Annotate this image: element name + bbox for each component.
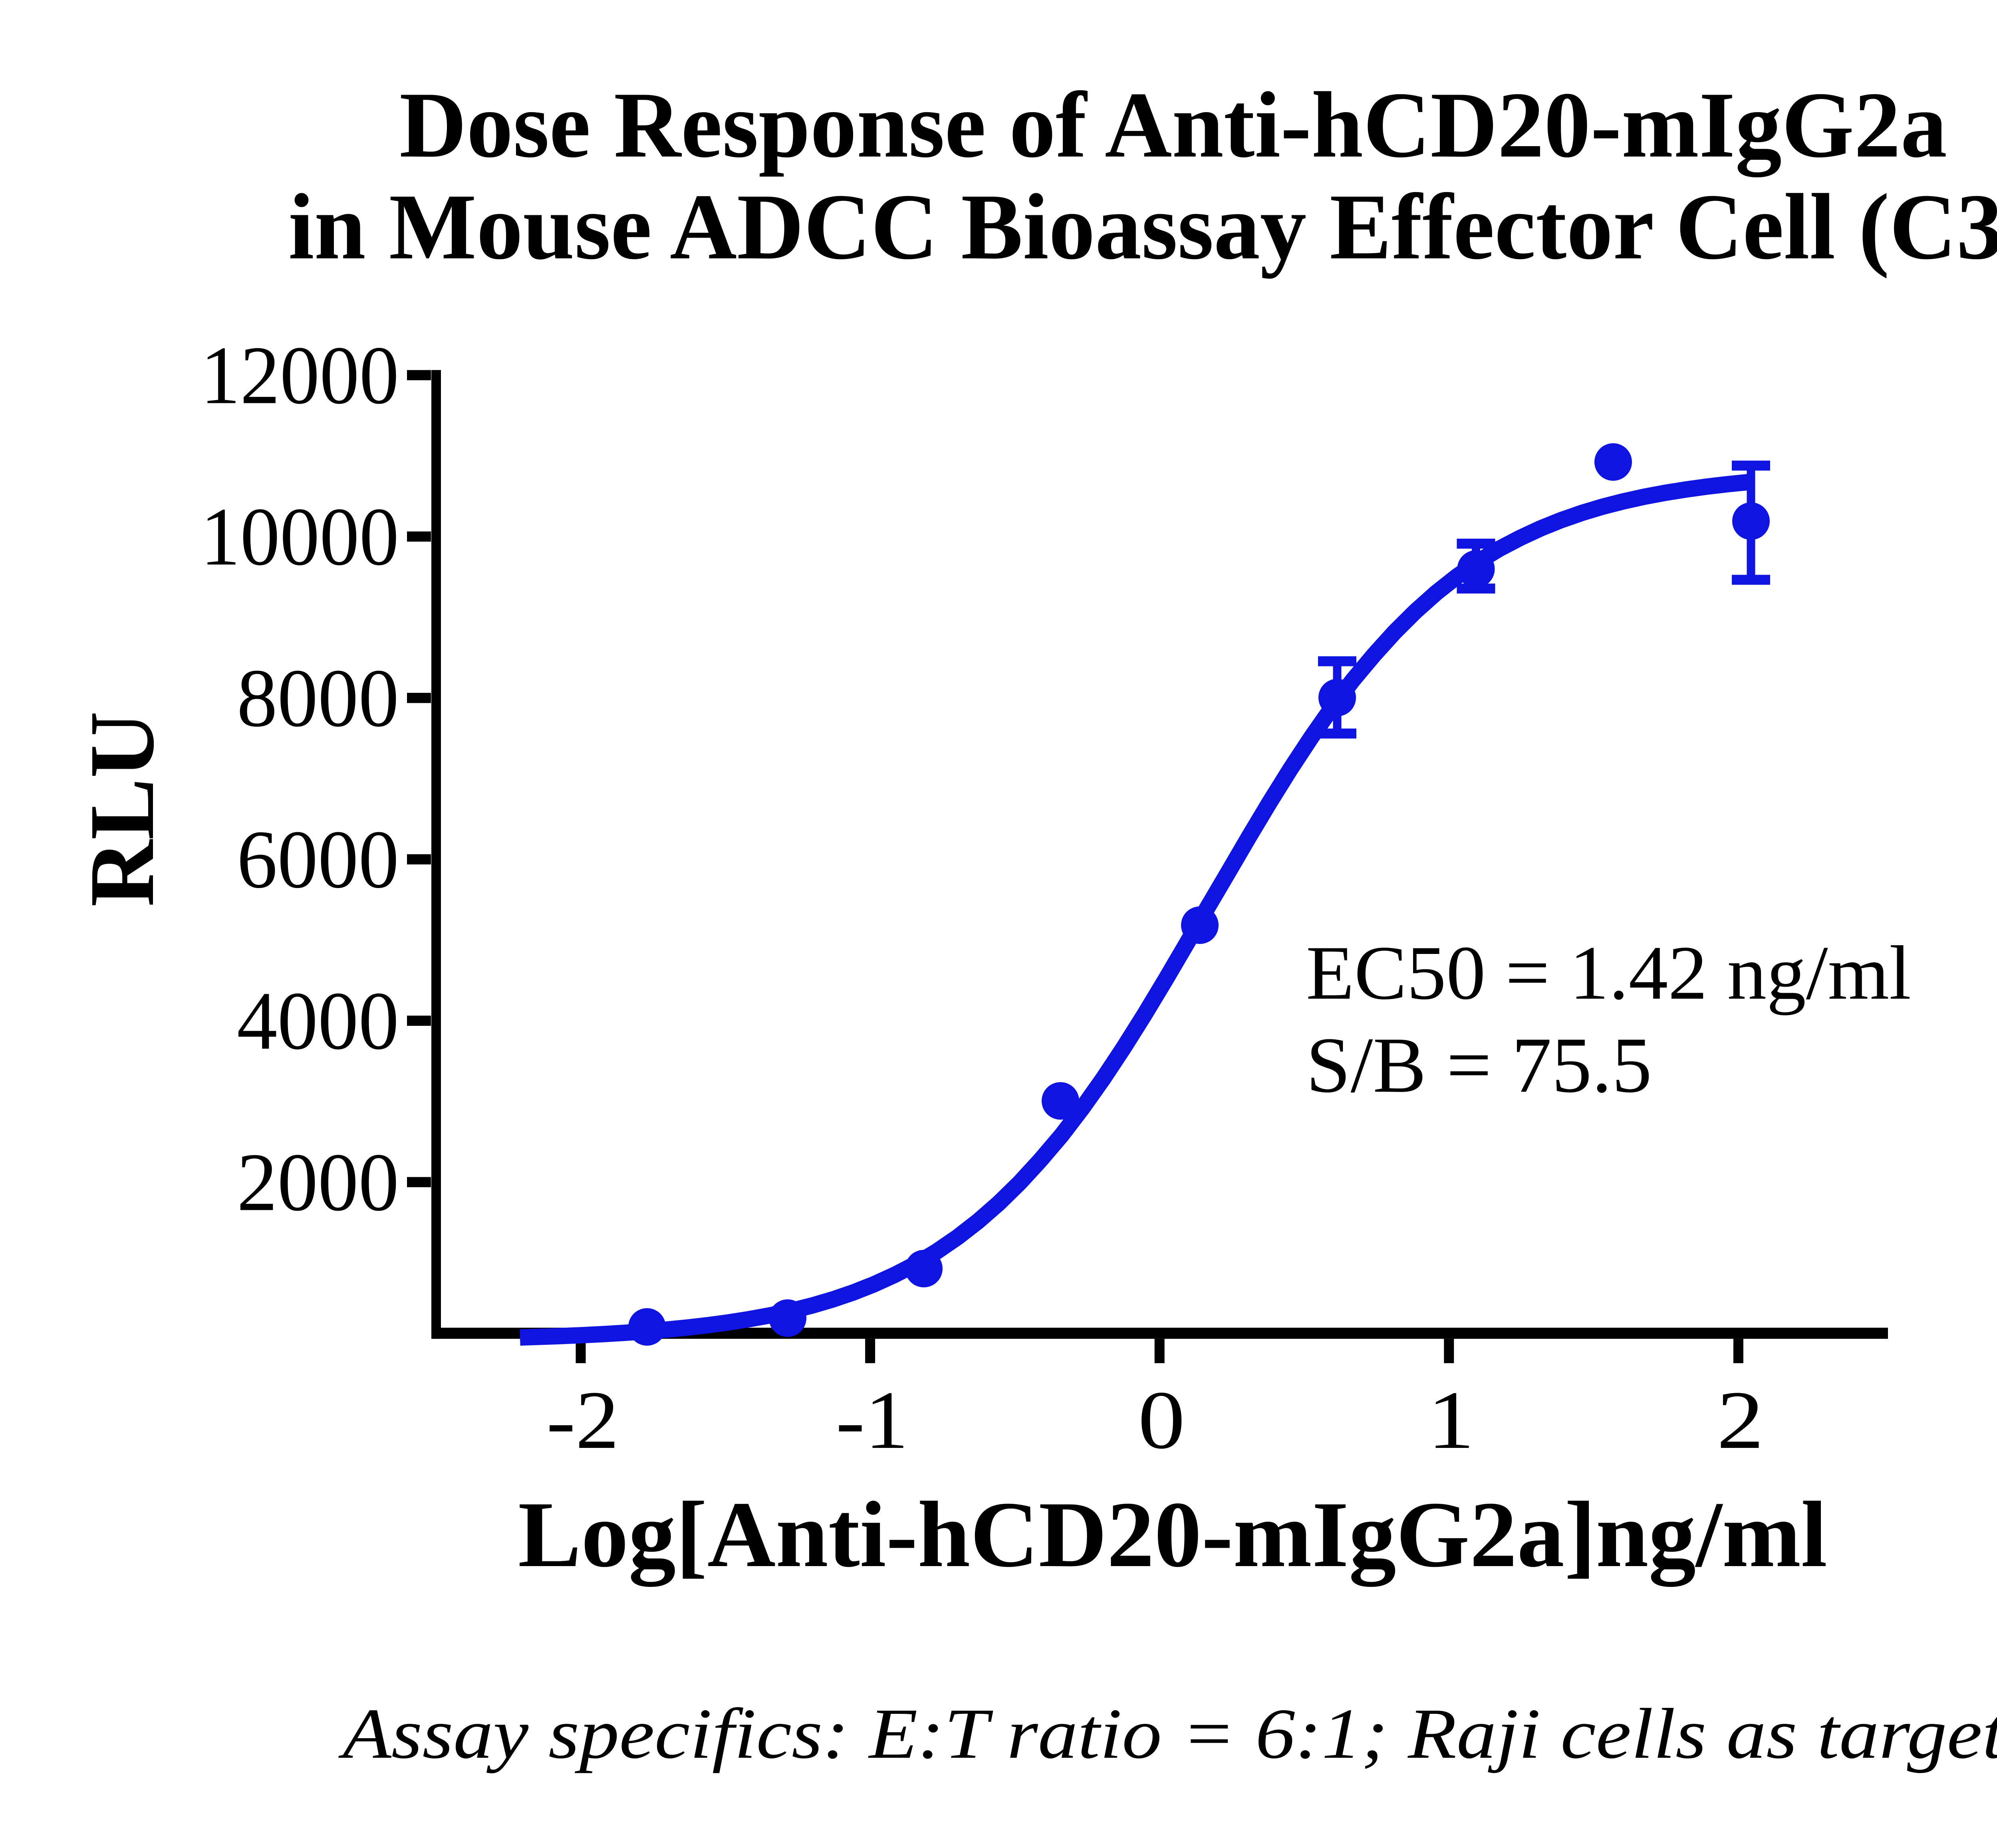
- svg-text:1: 1: [1427, 1374, 1475, 1466]
- svg-text:in Mouse ADCC Bioassay Effecto: in Mouse ADCC Bioassay Effector Cell (C3…: [288, 175, 1997, 279]
- svg-text:-1: -1: [836, 1374, 909, 1466]
- svg-text:2: 2: [1717, 1374, 1764, 1466]
- svg-text:-2: -2: [546, 1374, 619, 1466]
- svg-text:10000: 10000: [200, 491, 399, 583]
- svg-text:S/B = 75.5: S/B = 75.5: [1306, 1021, 1652, 1109]
- svg-text:RLU: RLU: [71, 711, 173, 907]
- svg-text:12000: 12000: [200, 329, 399, 421]
- svg-text:Assay specifics: E:T ratio = 6: Assay specifics: E:T ratio = 6:1; Raji c…: [338, 1694, 1997, 1773]
- svg-text:0: 0: [1138, 1374, 1185, 1466]
- svg-text:8000: 8000: [237, 652, 399, 744]
- svg-text:4000: 4000: [237, 975, 399, 1067]
- svg-text:EC50 = 1.42 ng/ml: EC50 = 1.42 ng/ml: [1306, 930, 1911, 1015]
- svg-text:2000: 2000: [237, 1136, 399, 1228]
- svg-text:Log[Anti-hCD20-mIgG2a]ng/ml: Log[Anti-hCD20-mIgG2a]ng/ml: [518, 1483, 1827, 1587]
- svg-text:6000: 6000: [237, 813, 399, 905]
- svg-text:Dose Response of Anti-hCD20-mI: Dose Response of Anti-hCD20-mIgG2a: [399, 73, 1947, 177]
